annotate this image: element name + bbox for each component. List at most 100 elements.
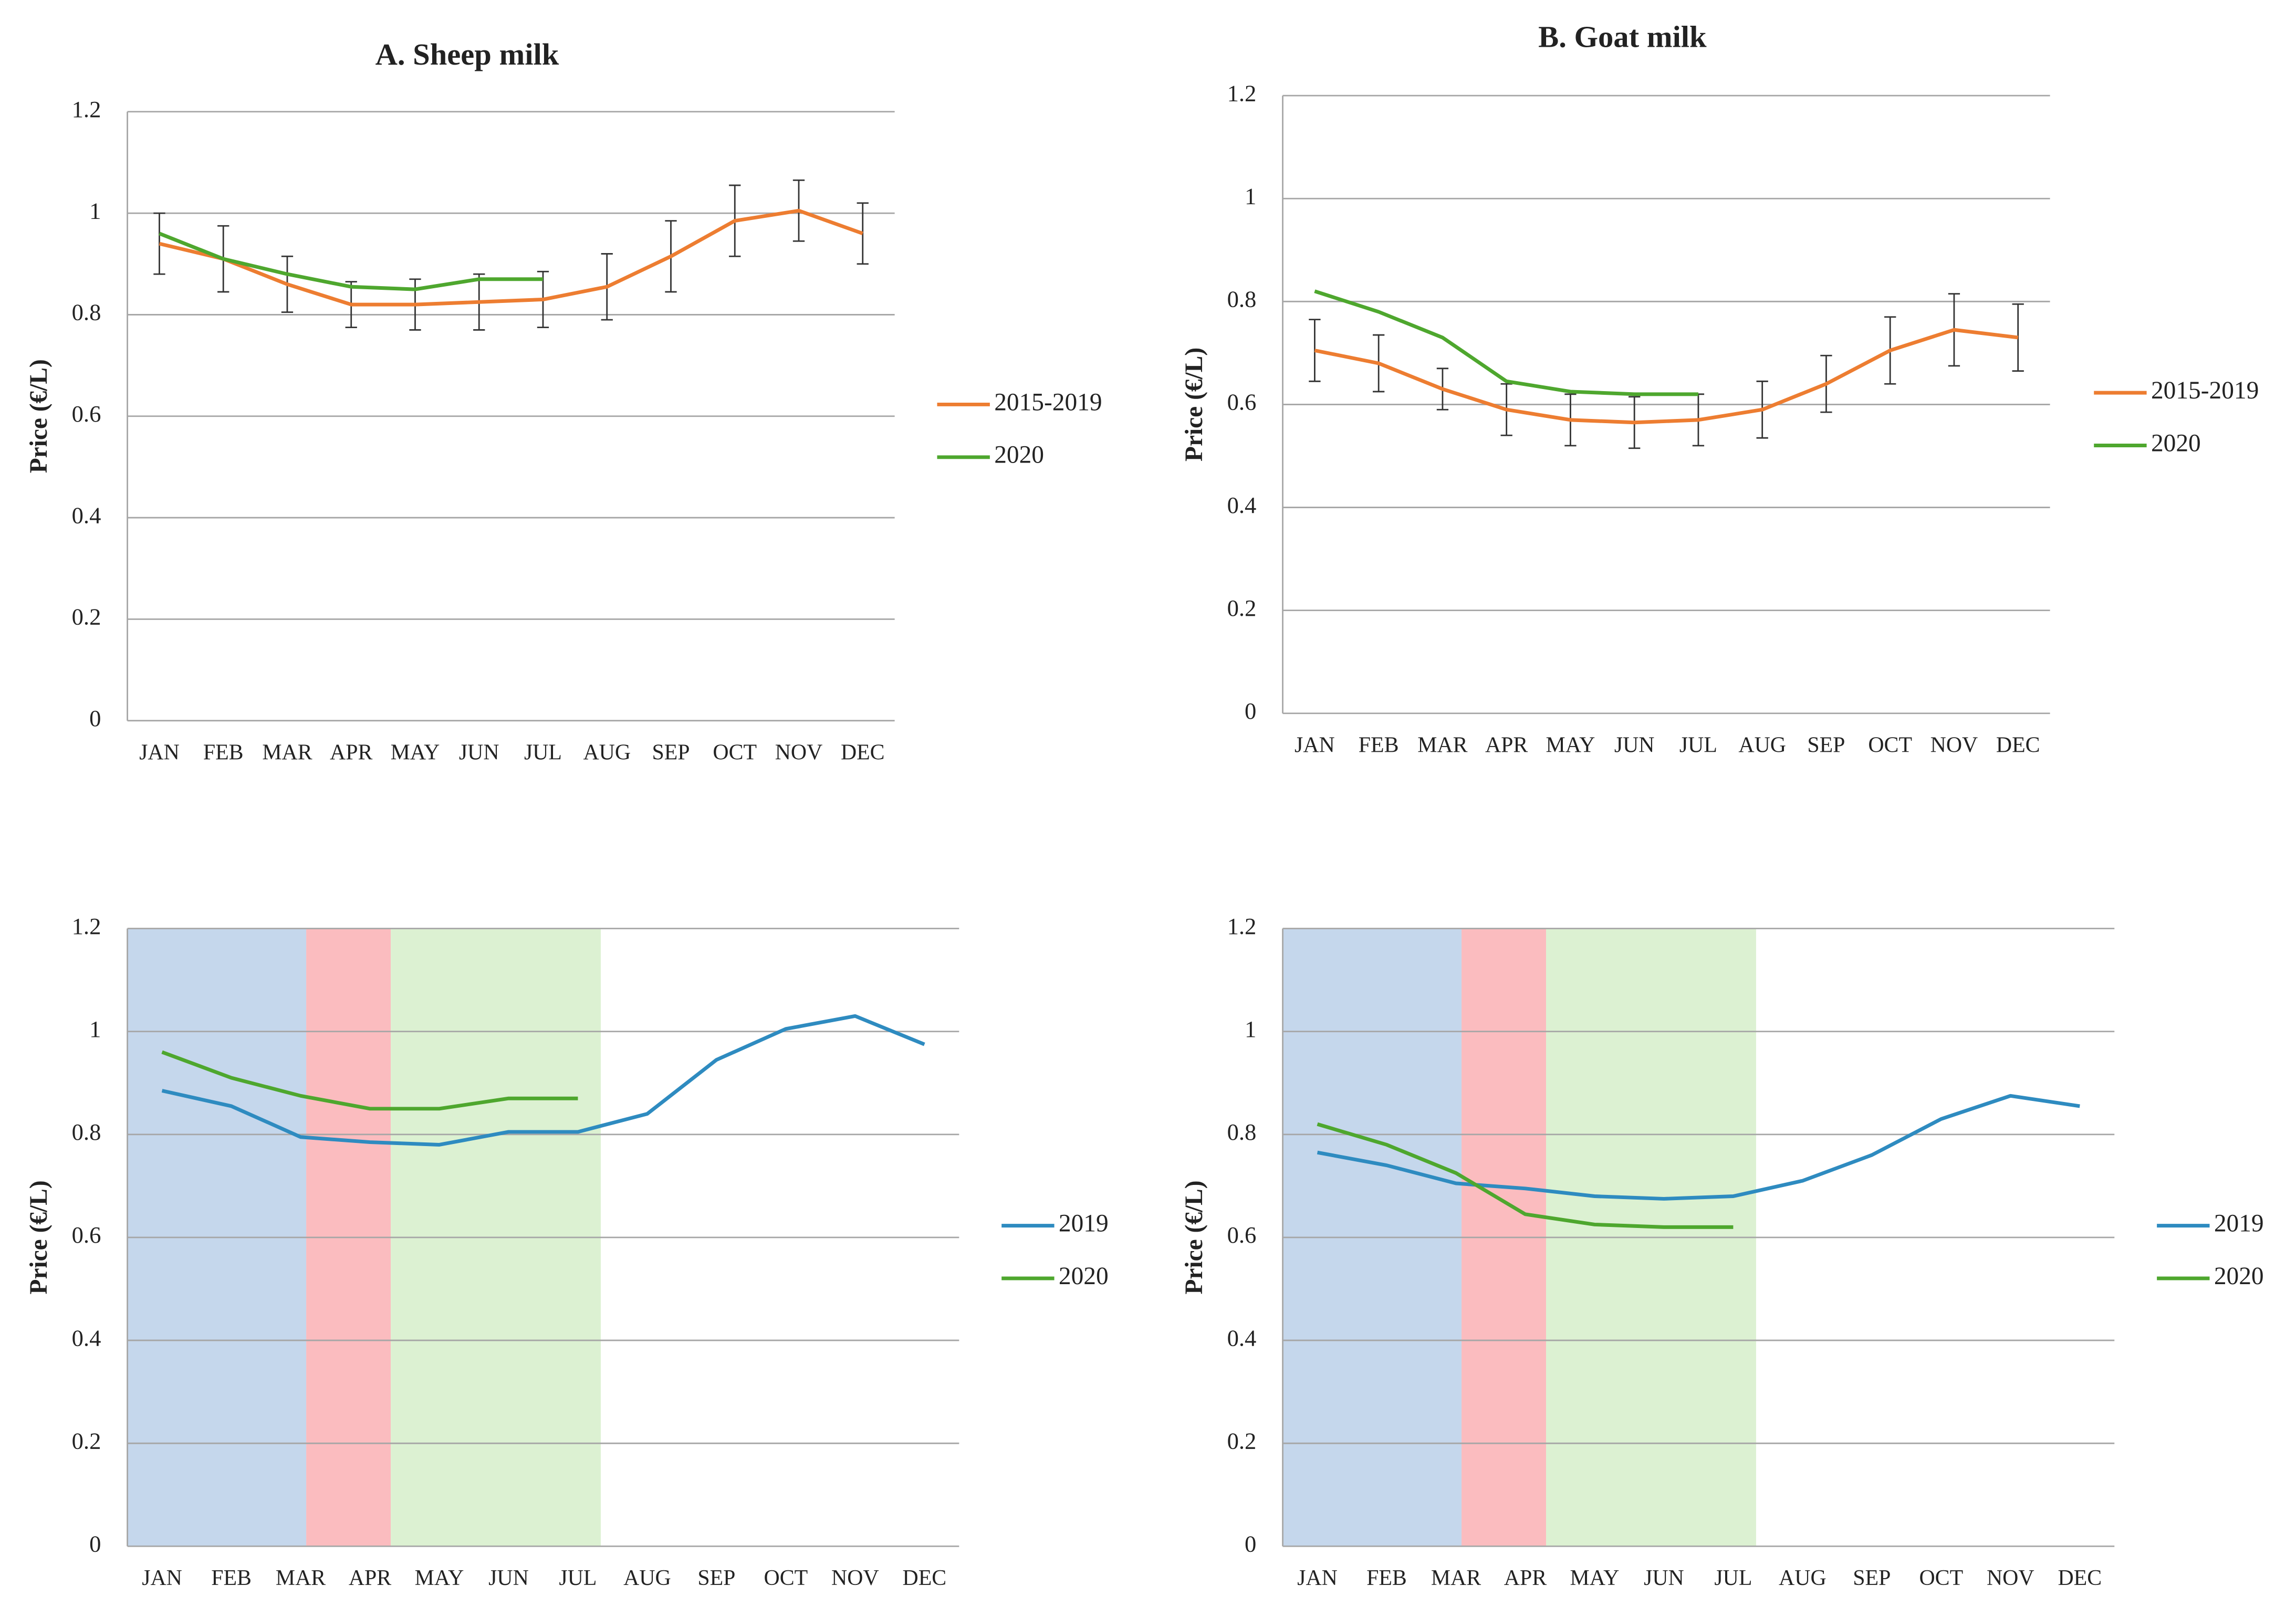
x-tick-label: AUG [583, 740, 631, 764]
y-tick-label: 0.2 [72, 604, 101, 630]
x-tick-label: OCT [1868, 733, 1912, 757]
y-axis-label: Price (€/L) [25, 359, 53, 473]
error-bar [2012, 303, 2024, 372]
x-tick-label: JUN [1614, 733, 1655, 757]
y-tick-label: 0 [89, 705, 101, 731]
y-tick-label: 1.2 [72, 913, 101, 939]
x-tick-label: SEP [697, 1566, 735, 1590]
x-tick-label: JUL [559, 1566, 597, 1590]
y-tick-label: 0.8 [72, 1119, 101, 1145]
y-tick-label: 1 [1245, 183, 1256, 209]
x-tick-label: AUG [623, 1566, 671, 1590]
legend-label: 2020 [994, 442, 1044, 469]
y-tick-label: 1 [1245, 1016, 1256, 1042]
x-tick-label: SEP [1853, 1566, 1891, 1590]
y-tick-label: 1 [89, 1016, 101, 1042]
error-bar [1309, 319, 1321, 382]
y-tick-label: 0 [89, 1531, 101, 1557]
y-tick-label: 0.2 [72, 1427, 101, 1454]
chart-panel: 0 0.2 0.4 0.6 0.8 1 1.2 JAN FEB MAR APR MAY JUN JUL AU… [1181, 20, 2259, 758]
x-tick-label: OCT [713, 740, 757, 764]
series-line [159, 208, 863, 307]
legend-label: 2020 [2151, 429, 2201, 457]
legend-label: 2015-2019 [2151, 377, 2259, 404]
x-tick-label: MAY [415, 1566, 464, 1590]
error-bar [153, 212, 165, 275]
x-tick-label: NOV [1930, 733, 1978, 757]
x-tick-label: JAN [1297, 1566, 1338, 1590]
x-tick-label: MAR [1431, 1566, 1481, 1590]
x-tick-label: JUL [1714, 1566, 1752, 1590]
legend-label: 2019 [1059, 1210, 1109, 1237]
x-tick-label: NOV [775, 740, 823, 764]
x-tick-label: APR [1504, 1566, 1547, 1590]
x-tick-label: JAN [139, 740, 180, 764]
x-tick-label: SEP [1807, 733, 1845, 757]
series-line [161, 1014, 925, 1147]
series-line [1317, 1122, 1734, 1229]
x-tick-label: DEC [841, 740, 885, 764]
x-tick-label: JUL [1679, 733, 1717, 757]
y-tick-label: 0 [1245, 698, 1256, 724]
x-tick-label: JUN [459, 740, 499, 764]
x-tick-label: MAY [391, 740, 440, 764]
legend-label: 2019 [2214, 1210, 2264, 1237]
series-line [1314, 289, 1698, 396]
x-tick-label: JUL [524, 740, 562, 764]
y-tick-label: 0.4 [72, 1325, 101, 1351]
x-tick-label: APR [330, 740, 372, 764]
y-tick-label: 0.4 [1227, 1325, 1257, 1351]
legend-label: 2020 [2214, 1263, 2264, 1290]
x-tick-label: MAR [262, 740, 312, 764]
series-line [161, 1050, 578, 1111]
y-axis-label: Price (€/L) [1181, 348, 1208, 461]
y-tick-label: 0.2 [1227, 1427, 1257, 1454]
y-axis-label: Price (€/L) [25, 1180, 53, 1294]
x-tick-label: FEB [211, 1566, 252, 1590]
y-tick-label: 0.6 [1227, 389, 1257, 415]
series-line [1317, 1094, 2080, 1201]
x-tick-label: JUN [1644, 1566, 1684, 1590]
x-tick-label: JUN [488, 1566, 529, 1590]
x-tick-label: DEC [2058, 1566, 2102, 1590]
x-tick-label: SEP [652, 740, 690, 764]
x-tick-label: FEB [203, 740, 244, 764]
y-tick-label: 0.6 [72, 401, 101, 427]
y-axis-label: Price (€/L) [1181, 1180, 1208, 1294]
y-tick-label: 0 [1245, 1531, 1256, 1557]
y-tick-label: 1.2 [72, 96, 101, 122]
y-tick-label: 0.8 [1227, 286, 1257, 312]
x-tick-label: FEB [1359, 733, 1399, 757]
legend-label: 2015-2019 [994, 388, 1102, 416]
x-tick-label: JAN [142, 1566, 182, 1590]
x-tick-label: NOV [831, 1566, 879, 1590]
x-tick-label: MAY [1546, 733, 1595, 757]
x-tick-label: MAR [1417, 733, 1467, 757]
x-tick-label: JAN [1295, 733, 1335, 757]
y-tick-label: 1.2 [1227, 80, 1257, 106]
x-tick-label: MAY [1570, 1566, 1620, 1590]
error-bar [857, 202, 869, 265]
y-tick-label: 1 [89, 197, 101, 224]
x-tick-label: MAR [276, 1566, 326, 1590]
legend-label: 2020 [1059, 1263, 1109, 1290]
y-tick-label: 0.8 [1227, 1119, 1257, 1145]
x-tick-label: APR [1485, 733, 1528, 757]
y-tick-label: 0.6 [1227, 1222, 1257, 1248]
y-tick-label: 0.6 [72, 1222, 101, 1248]
chart-title: B. Goat milk [1538, 20, 1707, 54]
y-tick-label: 0.8 [72, 299, 101, 326]
x-tick-label: APR [349, 1566, 391, 1590]
chart-panel: 0 0.2 0.4 0.6 0.8 1 1.2 JAN FEB MAR APR MAY JUN JUL AU… [25, 37, 1102, 764]
series-line [1314, 328, 2019, 425]
y-tick-label: 0.4 [72, 502, 101, 528]
y-tick-label: 0.2 [1227, 595, 1257, 621]
y-tick-label: 0.4 [1227, 492, 1257, 518]
x-tick-label: DEC [1996, 733, 2040, 757]
y-tick-label: 1.2 [1227, 913, 1257, 939]
x-tick-label: DEC [903, 1566, 947, 1590]
chart-title: A. Sheep milk [375, 37, 559, 71]
x-tick-label: AUG [1738, 733, 1786, 757]
x-tick-label: FEB [1366, 1566, 1407, 1590]
